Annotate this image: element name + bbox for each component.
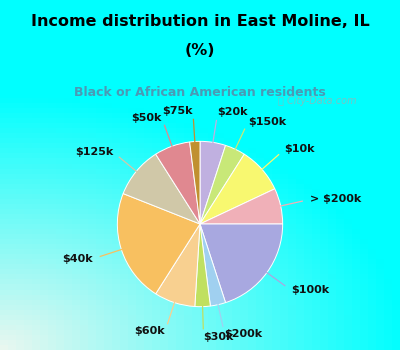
Text: $100k: $100k: [291, 285, 330, 295]
Text: (%): (%): [185, 43, 215, 58]
Wedge shape: [200, 154, 275, 224]
Wedge shape: [190, 141, 200, 224]
Text: ⓘ City-Data.com: ⓘ City-Data.com: [278, 96, 356, 106]
Wedge shape: [156, 224, 200, 307]
Text: $10k: $10k: [285, 144, 315, 154]
Text: $20k: $20k: [218, 107, 248, 118]
Text: $150k: $150k: [248, 117, 286, 127]
Text: $125k: $125k: [75, 147, 113, 157]
Wedge shape: [117, 194, 200, 294]
Wedge shape: [123, 154, 200, 224]
Text: Income distribution in East Moline, IL: Income distribution in East Moline, IL: [31, 14, 369, 28]
Wedge shape: [200, 145, 244, 224]
Text: > $200k: > $200k: [310, 194, 362, 204]
Wedge shape: [156, 142, 200, 224]
Text: Black or African American residents: Black or African American residents: [74, 86, 326, 99]
Text: $40k: $40k: [62, 254, 93, 264]
Wedge shape: [200, 189, 283, 224]
Text: $200k: $200k: [225, 329, 263, 339]
Wedge shape: [200, 141, 226, 224]
Text: $75k: $75k: [162, 106, 193, 116]
Text: $30k: $30k: [204, 332, 234, 342]
Wedge shape: [195, 224, 210, 307]
Text: $60k: $60k: [134, 326, 165, 336]
Wedge shape: [200, 224, 226, 306]
Text: $50k: $50k: [131, 113, 162, 123]
Wedge shape: [200, 224, 283, 303]
